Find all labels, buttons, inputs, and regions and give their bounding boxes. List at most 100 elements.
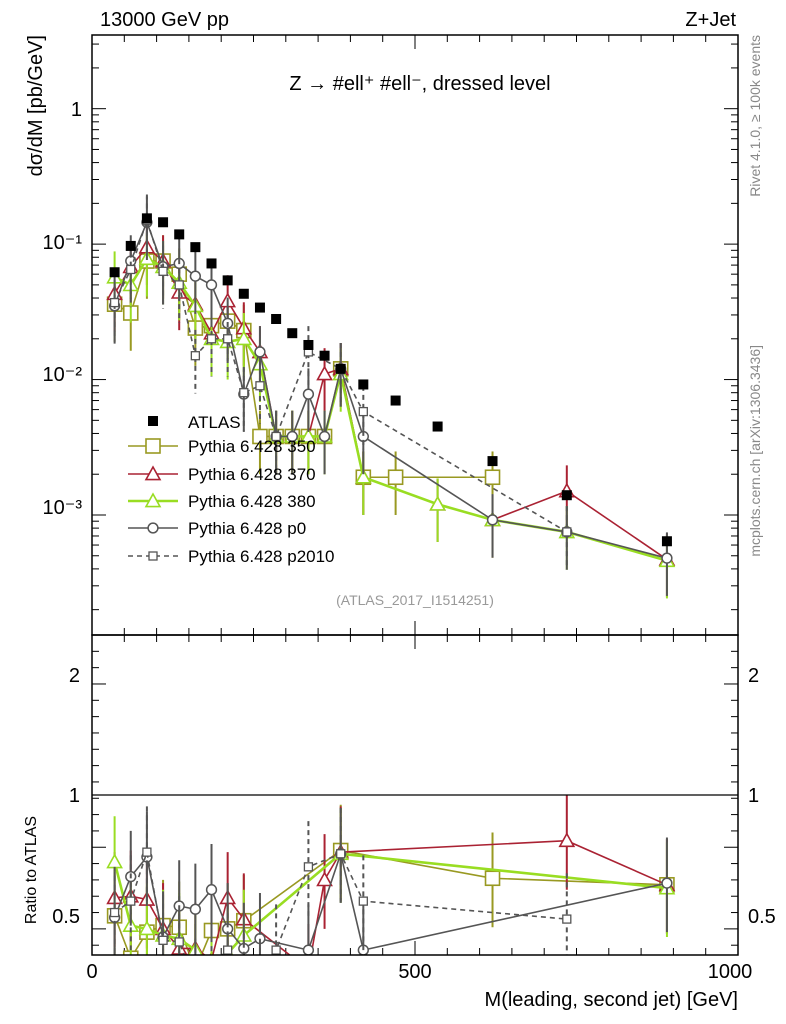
- legend-marker: [145, 438, 161, 454]
- atlas-data-point: [190, 242, 201, 253]
- series-5-ratio: [109, 806, 572, 988]
- series-5-ratio-point: [358, 896, 368, 906]
- ratio-tick-label: 0.5: [748, 906, 776, 928]
- series-5-point: [174, 280, 184, 290]
- atlas-data-point: [174, 229, 185, 240]
- series-5-line: [113, 217, 568, 533]
- series-5-point: [109, 297, 120, 308]
- legend-marker: [147, 522, 159, 534]
- legend: ATLAS Pythia 6.428 350 Pythia 6.428 370 Py…: [128, 413, 335, 566]
- series-3-ratio-point: [138, 920, 156, 936]
- ratio-axis-label: Ratio to ATLAS: [23, 816, 40, 924]
- process-label: Z+Jet: [685, 9, 736, 31]
- series-4-point: [189, 270, 202, 282]
- series-4-point: [302, 388, 315, 400]
- series-5-ratio-point: [208, 961, 216, 969]
- series-5-ratio-point: [126, 896, 136, 906]
- legend-entry-3: Pythia 6.428 380: [128, 492, 316, 511]
- plot-subtitle: Z → #ell⁺ #ell⁻, dressed level: [289, 73, 550, 95]
- atlas-data-point: [661, 536, 672, 547]
- y-tick-label: 1: [71, 99, 82, 121]
- legend-entry-1: Pythia 6.428 350: [128, 437, 316, 456]
- legend-label: Pythia 6.428 p0: [188, 519, 306, 538]
- series-4-ratio-point: [302, 944, 315, 955]
- series-5-point: [223, 334, 233, 344]
- series-5-ratio-point: [142, 847, 152, 857]
- series-3-point: [235, 330, 253, 346]
- legend-marker: [144, 492, 162, 508]
- series-5-point: [158, 266, 168, 276]
- series-5-ratio-point: [158, 935, 168, 945]
- y-tick-labels: 1 10⁻¹ 10⁻² 10⁻³: [43, 99, 83, 519]
- atlas-data-point: [271, 313, 282, 324]
- series-3-ratio: [106, 808, 676, 972]
- axis-ticks: [91, 35, 739, 955]
- series-5-ratio-point: [303, 862, 314, 872]
- y-axis-label: dσ/dM [pb/GeV]: [25, 35, 47, 176]
- series-5-point: [239, 388, 249, 398]
- series-5-point: [562, 527, 572, 537]
- series-5-point: [206, 334, 217, 344]
- legend-label: ATLAS: [188, 413, 241, 432]
- atlas-data-point: [390, 395, 401, 406]
- series-4-point: [661, 552, 673, 564]
- series-5-ratio-point: [109, 907, 120, 918]
- series-4-point: [254, 346, 266, 358]
- series-3-point: [429, 495, 446, 511]
- atlas-data-point: [254, 302, 265, 313]
- series-5-ratio-point: [223, 945, 233, 955]
- series-5-main: [109, 194, 572, 570]
- series-3-ratio-point: [205, 959, 219, 972]
- series-2-ratio-point: [316, 871, 333, 887]
- atlas-data: [109, 213, 672, 547]
- legend-marker-atlas: [148, 416, 158, 426]
- energy-label: 13000 GeV pp: [100, 9, 229, 31]
- series-4-point: [286, 430, 298, 443]
- series-5-ratio-point: [336, 849, 346, 859]
- atlas-data-point: [319, 350, 330, 361]
- legend-marker: [148, 551, 158, 561]
- series-3-point: [300, 427, 317, 443]
- series-5-point: [358, 406, 368, 417]
- series-3-ratio-point: [106, 853, 123, 869]
- ratio-tick-label: 1: [748, 785, 759, 807]
- legend-entry-5: Pythia 6.428 p2010: [128, 547, 335, 566]
- series-2-point: [316, 365, 333, 381]
- series-1-point: [484, 469, 501, 486]
- series-5-ratio-point: [191, 980, 199, 988]
- ratio-plot-area: [106, 795, 676, 988]
- y-tick-label: 10⁻¹: [43, 232, 83, 254]
- x-tick-label: 500: [398, 961, 431, 983]
- x-tick-label: 1000: [708, 961, 753, 983]
- rivet-version-label: Rivet 4.1.0, ≥ 100k events: [747, 35, 763, 197]
- series-4-point: [486, 514, 499, 526]
- legend-entry-atlas: ATLAS: [148, 413, 241, 432]
- series-4-ratio-point: [205, 884, 218, 896]
- ratio-tick-label: 2: [748, 665, 759, 687]
- legend-label: Pythia 6.428 p2010: [188, 547, 335, 566]
- series-4-point: [205, 279, 218, 291]
- legend-label: Pythia 6.428 350: [188, 437, 316, 456]
- atlas-data-point: [487, 456, 498, 467]
- ratio-tick-label: 1: [69, 785, 80, 807]
- series-2-ratio-point: [558, 832, 576, 848]
- ratio-tick-label: 2: [69, 665, 80, 687]
- x-tick-label: 0: [86, 961, 97, 983]
- y-tick-label: 10⁻²: [43, 364, 83, 386]
- atlas-data-point: [287, 328, 298, 339]
- series-5-ratio-point: [271, 945, 281, 955]
- series-5-ratio-point: [562, 914, 572, 924]
- atlas-data-point: [335, 363, 346, 374]
- x-tick-labels: 0 500 1000: [86, 961, 752, 983]
- series-5-point: [190, 351, 201, 361]
- series-5-point: [271, 431, 281, 442]
- atlas-data-point: [432, 421, 443, 432]
- atlas-data-point: [109, 267, 120, 278]
- series-4-ratio-point: [189, 903, 202, 915]
- atlas-data-point: [358, 379, 369, 390]
- series-4-ratio: [108, 808, 673, 955]
- atlas-data-point: [125, 240, 136, 251]
- atlas-data-point: [206, 258, 217, 269]
- series-1-point: [387, 469, 404, 486]
